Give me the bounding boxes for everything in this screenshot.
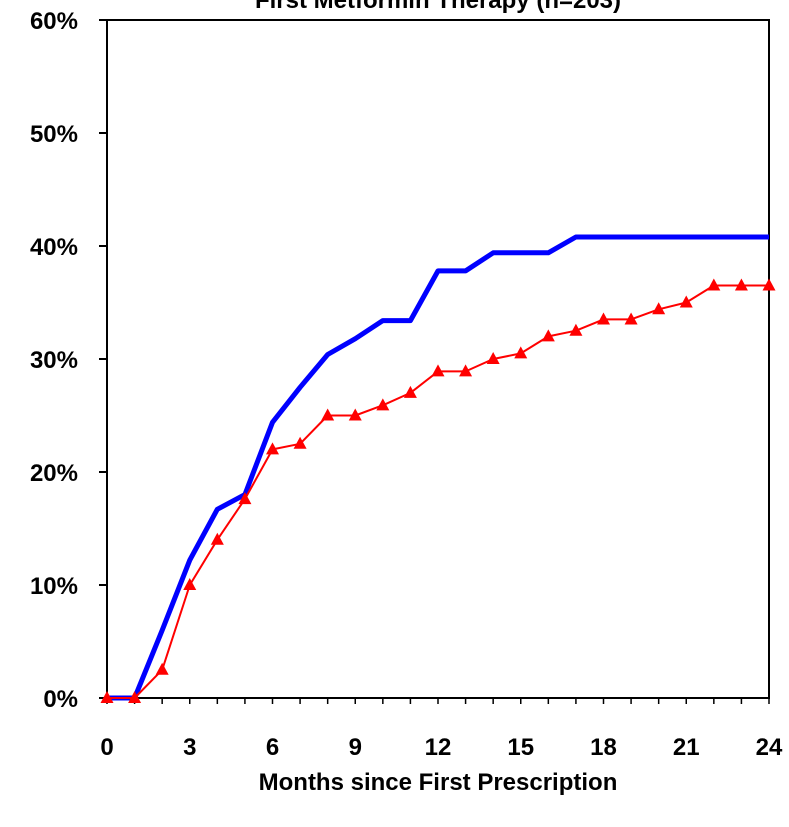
y-axis: 0% 10% 20% 30% 40% 50% 60%: [30, 8, 107, 713]
series-2-point: [403, 385, 417, 398]
chart-title: First Metformin Therapy (n=203): [255, 0, 621, 14]
series-1-line: [107, 234, 769, 701]
series-2-point: [128, 691, 142, 703]
series-2-point: [348, 408, 362, 421]
series-2-point: [459, 364, 473, 377]
x-tick-label: 12: [425, 734, 452, 761]
series-2-point: [734, 278, 748, 291]
plot-area: [106, 19, 770, 699]
y-tick-label: 40%: [30, 234, 78, 261]
series-2-point: [762, 278, 776, 291]
x-axis: 0 3 6 9 12 15 18 21 24: [100, 698, 783, 761]
y-tick-label: 30%: [30, 347, 78, 374]
y-tick-label: 10%: [30, 573, 78, 600]
series-2-point: [293, 436, 307, 449]
x-tick-label: 9: [349, 734, 362, 761]
series-2-point: [210, 532, 224, 545]
series-2-point: [321, 408, 335, 421]
series-2-point: [597, 312, 610, 325]
x-axis-label: Months since First Prescription: [259, 769, 618, 796]
series-2-point: [155, 662, 169, 675]
series-2-point: [266, 442, 279, 455]
series-2-point: [431, 364, 445, 377]
series-2-point: [652, 302, 666, 315]
series-2-line: [107, 284, 769, 699]
x-tick-label: 15: [507, 734, 534, 761]
series-2-point: [183, 578, 197, 590]
x-tick-label: 6: [266, 734, 279, 761]
series-2-point: [376, 398, 390, 411]
x-tick-label: 0: [100, 734, 113, 761]
series-2-point: [679, 295, 693, 308]
y-tick-label: 0%: [43, 686, 78, 713]
series-2-point: [100, 691, 114, 703]
series-2-point: [624, 312, 638, 325]
series-2-point: [238, 492, 252, 505]
series-2-point: [486, 352, 500, 364]
y-tick-label: 20%: [30, 460, 78, 487]
x-tick-label: 24: [756, 734, 783, 761]
x-tick-label: 21: [673, 734, 700, 761]
y-tick-label: 50%: [30, 121, 78, 148]
series-2-point: [707, 278, 721, 291]
series-group: [100, 234, 776, 703]
x-tick-label: 18: [590, 734, 617, 761]
x-tick-label: 3: [183, 734, 196, 761]
series-2-point: [569, 323, 583, 336]
y-tick-label: 60%: [30, 8, 78, 35]
series-2-point: [514, 346, 528, 359]
series-2-point: [541, 329, 555, 342]
